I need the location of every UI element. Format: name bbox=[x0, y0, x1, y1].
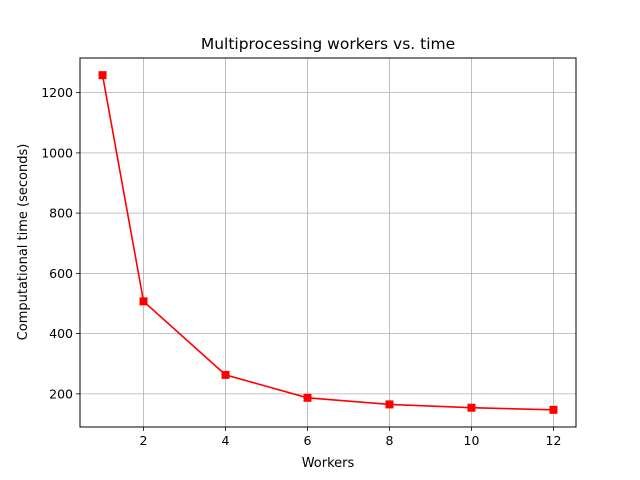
x-tick-label: 8 bbox=[386, 433, 394, 448]
x-tick-label: 6 bbox=[304, 433, 312, 448]
y-tick-label: 1000 bbox=[41, 145, 73, 160]
data-point-marker bbox=[98, 71, 107, 80]
y-tick-label: 200 bbox=[49, 386, 73, 401]
y-axis-title: Computational time (seconds) bbox=[16, 144, 31, 341]
data-point-marker bbox=[221, 370, 230, 379]
x-tick-label: 2 bbox=[140, 433, 148, 448]
data-point-marker bbox=[549, 405, 558, 414]
data-point-marker bbox=[385, 400, 394, 409]
data-point-marker bbox=[467, 403, 476, 412]
y-tick-label: 800 bbox=[49, 206, 73, 221]
y-tick-label: 1200 bbox=[41, 85, 73, 100]
x-axis-title: Workers bbox=[302, 456, 355, 471]
series-line bbox=[101, 75, 554, 411]
x-tick-label: 4 bbox=[222, 433, 230, 448]
data-point-marker bbox=[139, 297, 148, 306]
x-tick-label: 10 bbox=[464, 433, 480, 448]
plot-frame bbox=[79, 57, 577, 428]
y-tick-label: 600 bbox=[49, 266, 73, 281]
grid-layer bbox=[80, 58, 576, 427]
chart-title: Multiprocessing workers vs. time bbox=[201, 35, 455, 53]
tick-layer: 2 4 6 8 10 12 200 400 600 800 1000 1200 bbox=[41, 85, 561, 448]
series-layer bbox=[98, 71, 558, 414]
y-tick-label: 400 bbox=[49, 326, 73, 341]
data-point-marker bbox=[303, 393, 312, 402]
x-tick-label: 12 bbox=[546, 433, 562, 448]
